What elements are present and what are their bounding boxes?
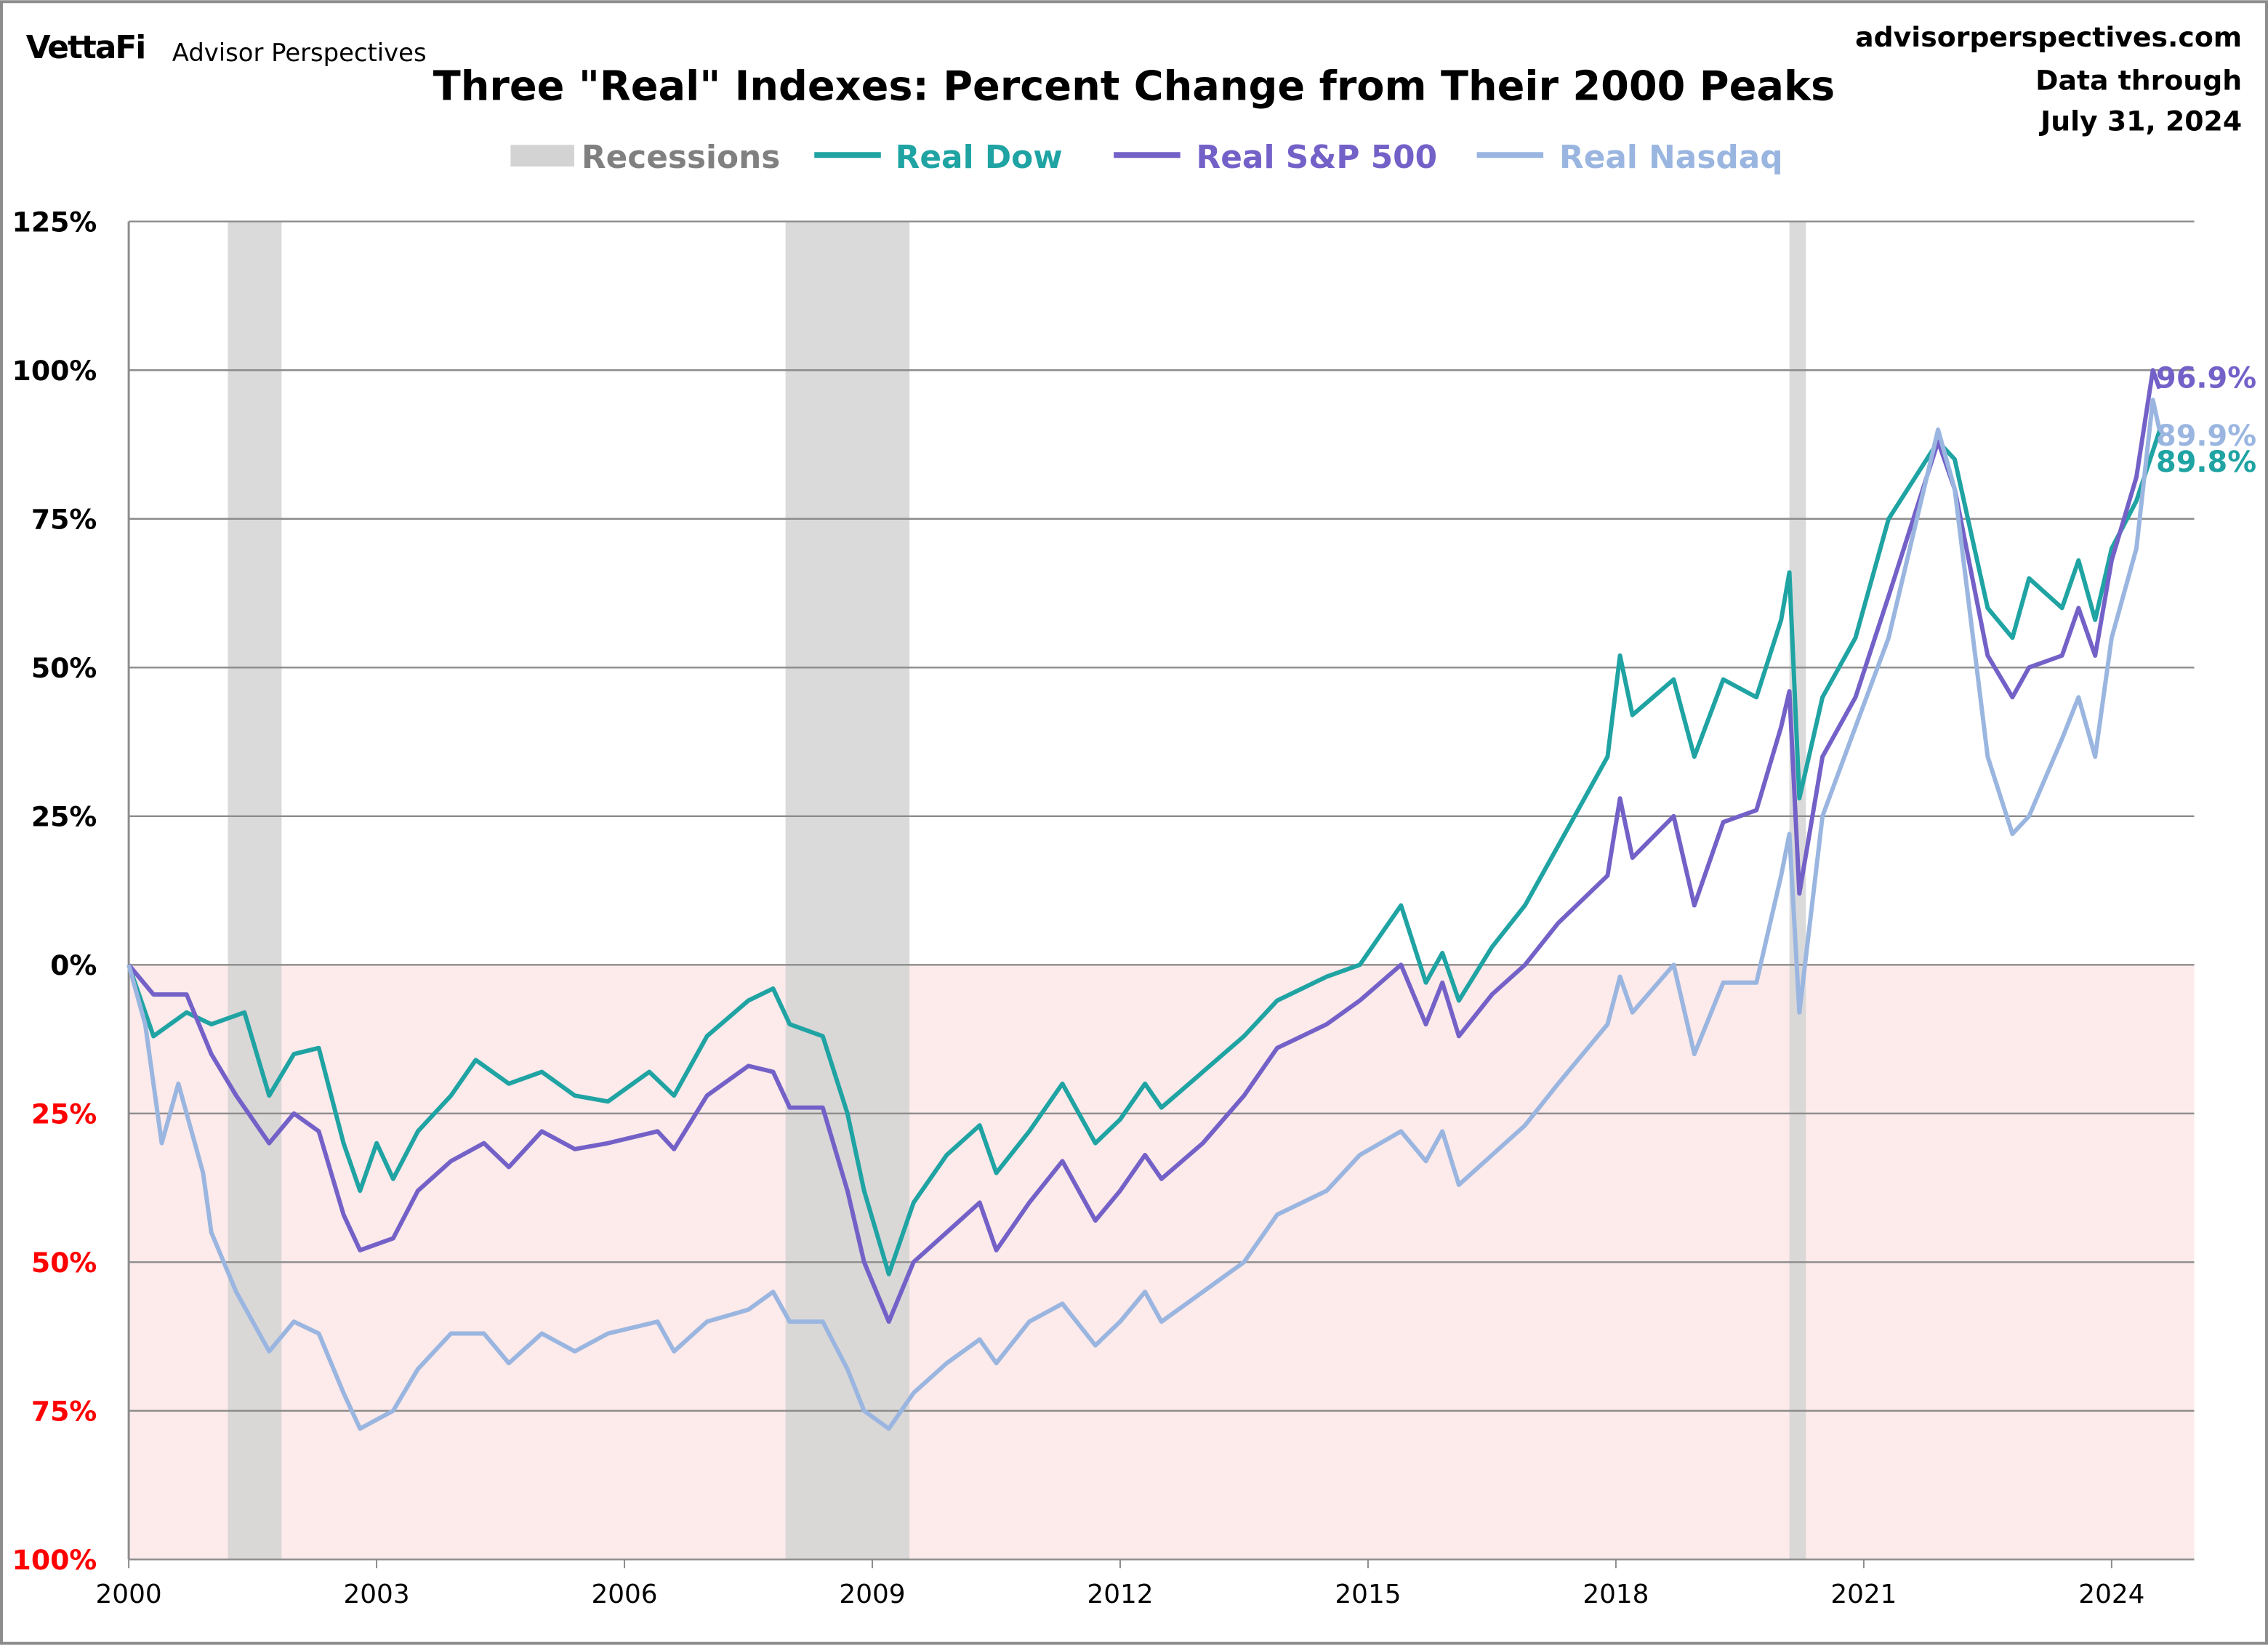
x-tick-label: 2003 <box>344 1580 410 1609</box>
y-tick-label: 75% <box>31 1396 97 1428</box>
series-line-real-nasdaq <box>126 398 2162 1431</box>
legend-recessions-label: Recessions <box>582 139 780 176</box>
legend-sp500-label: Real S&P 500 <box>1197 139 1438 176</box>
y-tick-label: 75% <box>31 504 97 536</box>
recession-band <box>228 221 282 1560</box>
y-tick-label: 100% <box>12 1544 97 1576</box>
advisor-perspectives-logo: Advisor Perspectives <box>172 39 427 67</box>
x-tick-label: 2015 <box>1335 1580 1401 1609</box>
x-tick-label: 2018 <box>1583 1580 1649 1609</box>
legend-recessions-swatch <box>510 145 574 167</box>
vettafi-logo: VettaFi <box>26 29 145 66</box>
x-tick-label: 2024 <box>2078 1580 2144 1609</box>
data-through-label: Data through <box>2035 65 2242 97</box>
end-value-label: 96.9% <box>2156 362 2256 395</box>
x-tick-label: 2021 <box>1830 1580 1897 1609</box>
y-tick-label: 50% <box>31 652 97 684</box>
y-tick-label: 100% <box>12 355 97 387</box>
y-tick-label: 25% <box>31 1098 97 1130</box>
data-through-date: July 31, 2024 <box>2038 105 2242 137</box>
series-line-real-dow <box>126 430 2162 1276</box>
legend-nasdaq-label: Real Nasdaq <box>1559 139 1783 176</box>
x-tick-label: 2000 <box>96 1580 162 1609</box>
series-line-real-s-p-500 <box>126 368 2162 1324</box>
y-tick-label: 0% <box>50 949 97 981</box>
end-value-label: 89.9% <box>2156 419 2256 453</box>
plot-area: 125% 100% 75% 50% 25% 0% 25% 50% 75% 100% 2000 2003… <box>12 206 2257 1609</box>
chart-title: Three "Real" Indexes: Percent Change fro… <box>433 63 1835 110</box>
y-tick-label: 125% <box>12 206 97 238</box>
x-tick-label: 2006 <box>591 1580 657 1609</box>
recession-band <box>785 221 910 1560</box>
x-tick-label: 2009 <box>839 1580 905 1609</box>
y-tick-label: 50% <box>31 1247 97 1279</box>
y-tick-label: 25% <box>31 801 97 833</box>
site-url: advisorperspectives.com <box>1855 21 2242 53</box>
legend: Recessions Real Dow Real S&P 500 Real Na… <box>510 139 1783 176</box>
legend-dow-label: Real Dow <box>896 139 1063 176</box>
end-value-label: 89.8% <box>2156 446 2256 479</box>
x-tick-label: 2012 <box>1087 1580 1153 1609</box>
